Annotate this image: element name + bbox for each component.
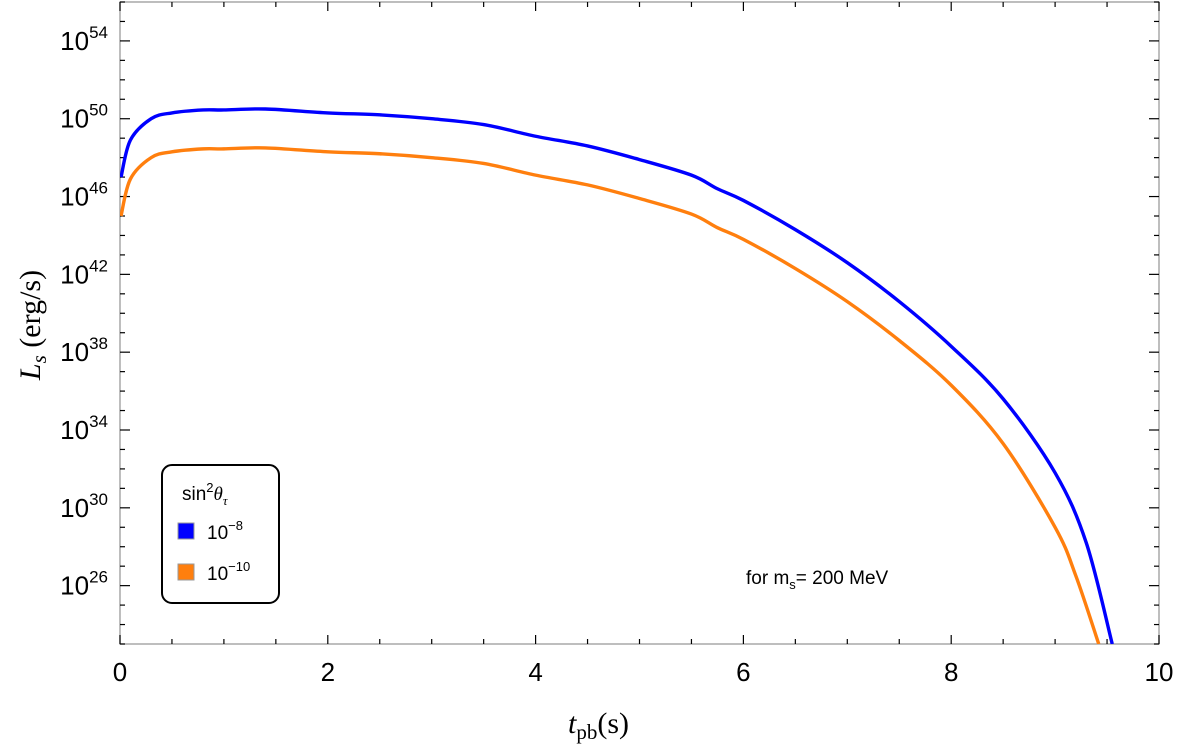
legend-swatch-blue (177, 522, 195, 540)
y-tick-label: 1042 (60, 256, 108, 289)
x-axis-title: tpb(s) (568, 707, 629, 744)
x-tick-labels: 0 2 4 6 8 10 (113, 657, 1174, 687)
legend-item-1: 10−8 (207, 518, 243, 544)
y-tick-label: 1046 (60, 179, 108, 212)
x-tick-label: 8 (944, 657, 958, 687)
legend: sin2θτ 10−8 10−10 (161, 464, 280, 604)
y-tick-label: 1050 (60, 101, 108, 134)
x-tick-label: 0 (113, 657, 127, 687)
x-tick-label: 10 (1145, 657, 1174, 687)
series-blue-line (120, 107, 1114, 644)
mass-annotation: for ms= 200 MeV (746, 568, 889, 592)
legend-item-2: 10−10 (207, 559, 250, 585)
series-orange-line (120, 146, 1101, 644)
axis-ticks (119, 1, 1160, 645)
y-tick-label: 1026 (60, 568, 108, 601)
y-tick-label: 1034 (60, 412, 108, 445)
y-tick-label: 1030 (60, 490, 108, 523)
y-tick-labels: 1026 1030 1034 1038 1042 1046 1050 1054 (60, 23, 108, 601)
data-series (120, 107, 1114, 644)
legend-title: sin2θτ (182, 480, 229, 508)
y-axis-title: Ls (erg/s) (14, 270, 51, 381)
x-tick-label: 2 (321, 657, 335, 687)
y-tick-label: 1038 (60, 334, 108, 367)
x-tick-label: 4 (528, 657, 542, 687)
y-tick-label: 1054 (60, 23, 108, 56)
x-tick-label: 6 (736, 657, 750, 687)
legend-swatch-orange (177, 563, 195, 581)
